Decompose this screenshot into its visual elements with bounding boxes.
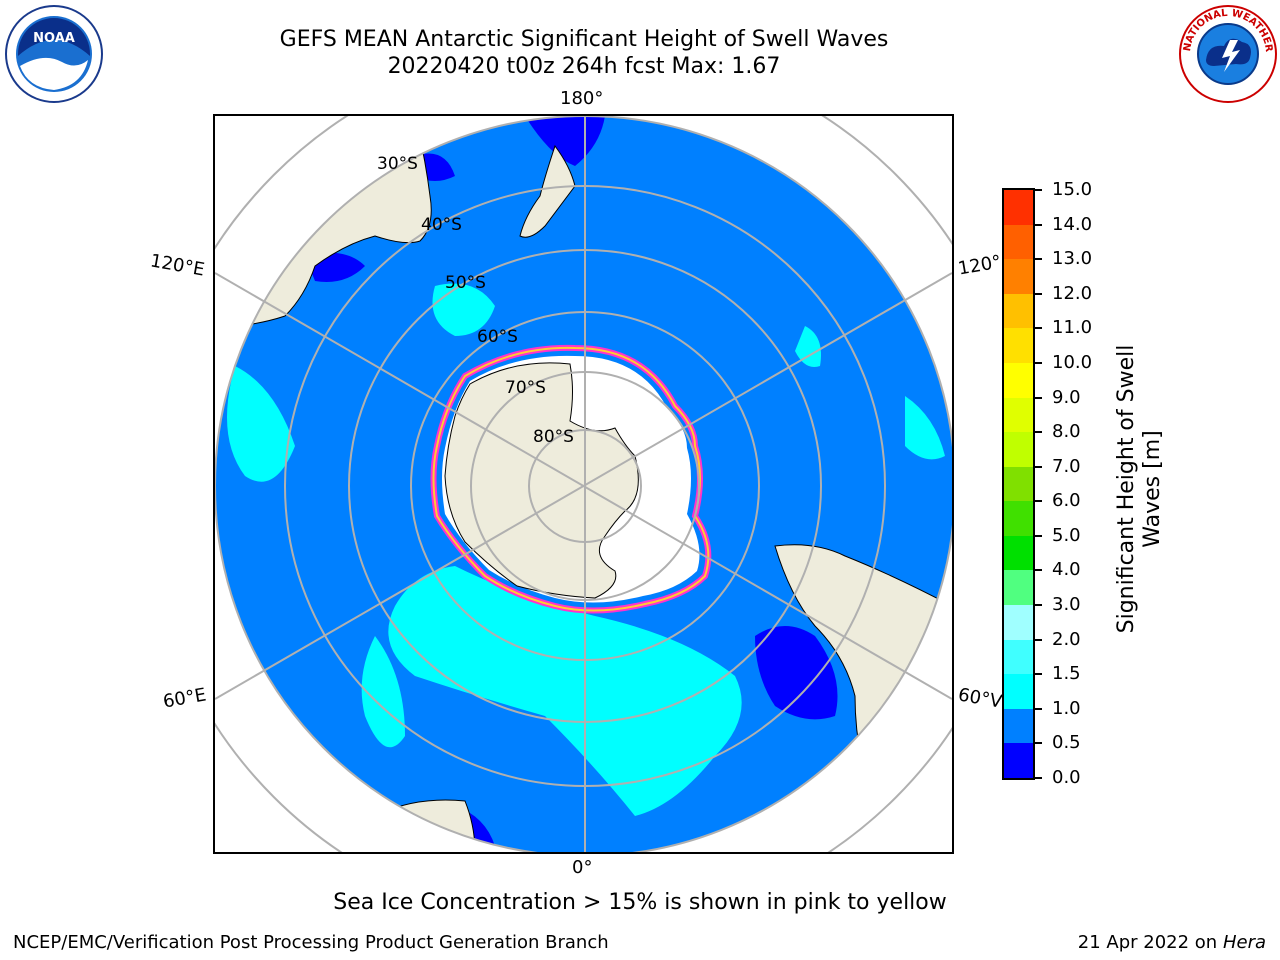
colorbar-tick-mark xyxy=(1035,361,1042,364)
colorbar-band xyxy=(1004,673,1033,709)
colorbar-tick-mark xyxy=(1035,396,1042,399)
lon-label-120e: 120°E xyxy=(148,250,207,281)
colorbar-tick-label: 5.0 xyxy=(1052,524,1081,546)
lon-label-0: 0° xyxy=(572,857,593,878)
colorbar-band xyxy=(1004,327,1033,363)
colorbar-tick-label: 7.0 xyxy=(1052,455,1081,477)
colorbar-band xyxy=(1004,293,1033,329)
colorbar-tick-mark xyxy=(1035,465,1042,468)
colorbar-band xyxy=(1004,431,1033,467)
lon-label-180: 180° xyxy=(560,88,604,109)
footer-host: Hera xyxy=(1222,932,1266,953)
colorbar-tick-label: 2.0 xyxy=(1052,628,1081,650)
lat-label-60: 60°S xyxy=(477,327,518,347)
footer-credit: NCEP/EMC/Verification Post Processing Pr… xyxy=(13,932,609,953)
colorbar-tick-mark xyxy=(1035,431,1042,434)
colorbar-label-line2: Waves [m] xyxy=(1140,430,1165,548)
lon-label-60w: 60°V xyxy=(956,684,1004,713)
colorbar-label-line1: Significant Height of Swell xyxy=(1114,344,1139,634)
noaa-logo-icon: NOAA xyxy=(4,4,104,104)
lon-label-60e: 60°E xyxy=(161,684,208,713)
colorbar-tick-label: 13.0 xyxy=(1052,248,1093,270)
colorbar-tick-mark xyxy=(1035,569,1042,572)
land-new-zealand xyxy=(519,144,576,238)
colorbar-band xyxy=(1004,708,1033,744)
colorbar-band xyxy=(1004,639,1033,675)
colorbar-band xyxy=(1004,569,1033,606)
colorbar-tick-mark xyxy=(1035,223,1042,226)
colorbar-band xyxy=(1004,258,1033,294)
colorbar-tick-mark xyxy=(1035,707,1042,710)
colorbar-band xyxy=(1004,535,1033,571)
colorbar-tick-label: 0.5 xyxy=(1052,732,1081,754)
colorbar-band xyxy=(1004,224,1033,260)
colorbar-tick-label: 8.0 xyxy=(1052,421,1081,443)
colorbar-band xyxy=(1004,362,1033,398)
colorbar-tick-label: 9.0 xyxy=(1052,386,1081,408)
colorbar-band xyxy=(1004,189,1033,225)
colorbar-tick-label: 1.5 xyxy=(1052,663,1081,685)
lat-label-70: 70°S xyxy=(505,378,546,398)
lat-label-50: 50°S xyxy=(445,273,486,293)
sea-ice-edge-yellow xyxy=(432,346,710,612)
colorbar-band xyxy=(1004,466,1033,502)
colorbar-tick-label: 0.0 xyxy=(1052,767,1081,788)
colorbar-tick-label: 1.0 xyxy=(1052,697,1081,719)
colorbar-tick-label: 10.0 xyxy=(1052,351,1093,373)
footer-timestamp: 21 Apr 2022 on Hera xyxy=(1078,932,1266,953)
colorbar-tick-label: 4.0 xyxy=(1052,559,1081,581)
colorbar-tick-mark xyxy=(1035,258,1042,261)
colorbar-tick-mark xyxy=(1035,604,1042,607)
swell-region-cyan-3 xyxy=(227,366,295,482)
figure-title: GEFS MEAN Antarctic Significant Height o… xyxy=(279,27,889,52)
colorbar-tick-mark xyxy=(1035,777,1042,779)
colorbar-tick-label: 14.0 xyxy=(1052,213,1093,235)
swell-region-blue-2 xyxy=(755,626,838,720)
swell-region-cyan-5 xyxy=(905,396,945,460)
colorbar-tick-label: 15.0 xyxy=(1052,179,1093,200)
footer-date: 21 Apr 2022 on xyxy=(1077,932,1223,953)
colorbar-tick-mark xyxy=(1035,500,1042,503)
swell-region-cyan-6 xyxy=(795,326,821,367)
colorbar-band xyxy=(1004,742,1033,778)
colorbar-label: Significant Height of Swell Waves [m] xyxy=(1114,339,1166,639)
lat-label-40: 40°S xyxy=(421,215,462,235)
colorbar-tick-mark xyxy=(1035,638,1042,641)
colorbar-tick-label: 11.0 xyxy=(1052,317,1093,339)
colorbar-tick-mark xyxy=(1035,534,1042,537)
lon-label-120w: 120° xyxy=(956,251,1003,280)
figure-subtitle: 20220420 t00z 264h fcst Max: 1.67 xyxy=(387,54,781,79)
lat-label-80: 80°S xyxy=(533,427,574,447)
colorbar-tick-mark xyxy=(1035,742,1042,745)
nws-logo-icon: NATIONAL WEATHER SERVICE xyxy=(1174,0,1278,104)
colorbar-tick-label: 3.0 xyxy=(1052,594,1081,616)
colorbar-bands xyxy=(1004,189,1033,778)
colorbar-tick-label: 12.0 xyxy=(1052,282,1093,304)
colorbar-tick-label: 6.0 xyxy=(1052,490,1081,512)
longitude-gridlines xyxy=(215,116,952,852)
colorbar-band xyxy=(1004,500,1033,536)
lat-label-30: 30°S xyxy=(377,154,418,174)
noaa-logo-text: NOAA xyxy=(33,31,75,46)
swell-region-cyan-4 xyxy=(432,283,495,336)
colorbar-band xyxy=(1004,604,1033,640)
colorbar-tick-mark xyxy=(1035,189,1042,191)
colorbar-tick-mark xyxy=(1035,673,1042,676)
colorbar-tick-mark xyxy=(1035,292,1042,295)
colorbar-tick-mark xyxy=(1035,327,1042,330)
sea-ice-note: Sea Ice Concentration > 15% is shown in … xyxy=(333,890,947,915)
swell-region-cyan-2 xyxy=(361,636,405,748)
colorbar-band xyxy=(1004,397,1033,433)
swell-region-cyan xyxy=(388,566,742,816)
colorbar xyxy=(1002,188,1035,780)
polar-map: 30°S 40°S 50°S 60°S 70°S 80°S xyxy=(213,114,954,854)
